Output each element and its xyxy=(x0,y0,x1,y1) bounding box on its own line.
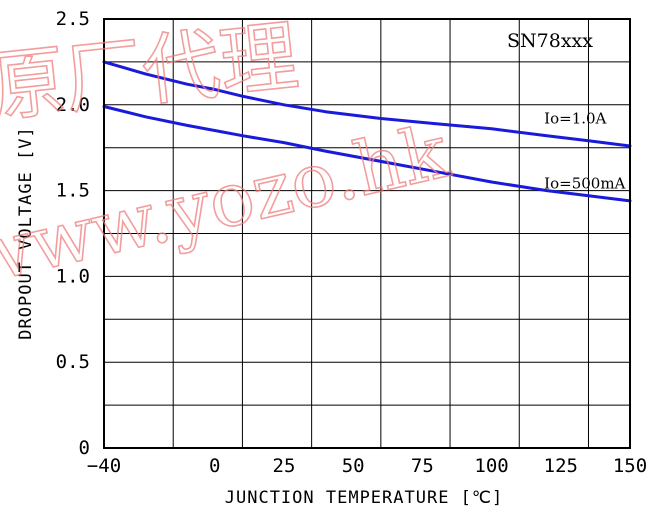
x-tick-label: −40 xyxy=(87,455,121,477)
series-line xyxy=(102,60,632,148)
chart-title: SN78xxx xyxy=(507,30,593,52)
series-annotation: Io=1.0A xyxy=(544,110,606,128)
x-axis-title: JUNCTION TEMPERATURE [℃] xyxy=(225,488,504,508)
watermark-line-2: www.yozo.hk xyxy=(0,108,457,302)
series-annotations: Io=1.0A Io=500mA xyxy=(544,110,625,193)
x-tick-label: 0 xyxy=(209,455,220,477)
x-tick-label: 125 xyxy=(544,455,578,477)
series-lines xyxy=(102,60,632,203)
y-tick-label: 2.0 xyxy=(56,94,90,116)
plot-frame xyxy=(103,18,631,449)
y-tick-label: 0.5 xyxy=(56,351,90,373)
x-tick-label: 150 xyxy=(613,455,647,477)
watermark-line-1: 原厂代理 xyxy=(0,12,302,134)
watermark: 原厂代理 www.yozo.hk xyxy=(0,11,458,303)
y-tick-label: 1.0 xyxy=(56,265,90,287)
y-tick-label: 0 xyxy=(79,437,90,459)
x-tick-label: 25 xyxy=(273,455,296,477)
y-tick-label: 1.5 xyxy=(56,180,90,202)
y-axis-title: DROPOUT VOLTAGE [V] xyxy=(16,126,36,339)
x-tick-label: 75 xyxy=(411,455,434,477)
y-tick-label: 2.5 xyxy=(56,8,90,30)
series-annotation: Io=500mA xyxy=(544,175,625,193)
x-tick-label: 100 xyxy=(474,455,508,477)
series-line xyxy=(102,105,632,203)
x-tick-label: 50 xyxy=(342,455,365,477)
